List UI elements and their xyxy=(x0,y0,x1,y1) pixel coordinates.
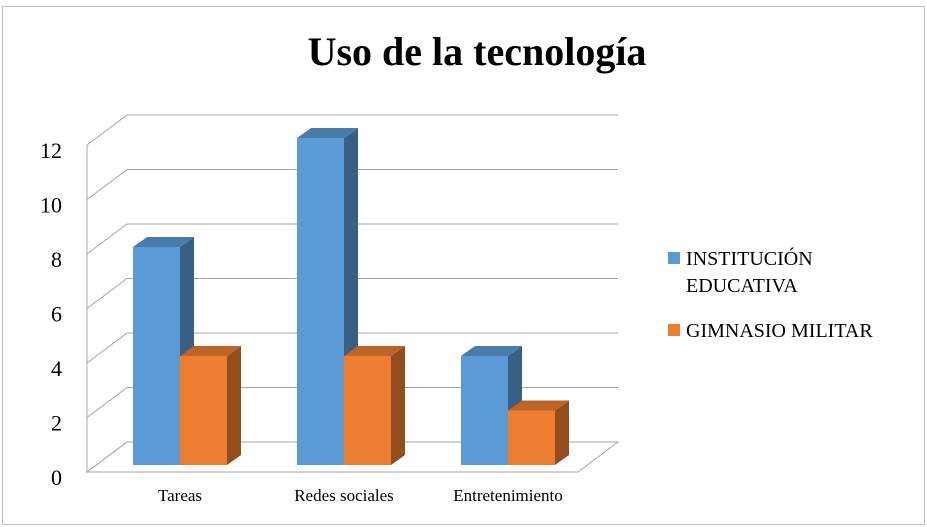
bar-face xyxy=(555,400,569,465)
grid-line xyxy=(86,441,618,473)
bar-face xyxy=(133,247,180,465)
bar xyxy=(297,128,358,465)
bar-face xyxy=(297,128,358,138)
y-tick-label: 2 xyxy=(51,411,62,436)
bar-face xyxy=(508,410,555,465)
bar-face xyxy=(180,346,241,356)
bar-face xyxy=(133,237,194,247)
y-tick-label: 12 xyxy=(40,138,62,163)
bar-face xyxy=(297,138,344,465)
legend-swatch xyxy=(668,324,680,336)
bar-face xyxy=(391,346,405,465)
y-tick-label: 8 xyxy=(51,247,62,272)
bar-face xyxy=(227,346,241,465)
grid-line xyxy=(86,387,618,418)
grid-line xyxy=(86,332,618,364)
bar xyxy=(180,346,241,465)
bar-face xyxy=(344,356,391,465)
legend-label: INSTITUCIÓN EDUCATIVA xyxy=(686,248,813,297)
grid-line xyxy=(86,114,618,146)
grid-line xyxy=(86,278,618,309)
legend-swatch xyxy=(668,252,680,264)
bar-face xyxy=(461,346,522,356)
bar-face xyxy=(344,346,405,356)
y-tick-label: 6 xyxy=(51,302,62,327)
grid-line xyxy=(86,223,618,255)
x-tick-label: Entretenimiento xyxy=(453,486,563,505)
y-tick-label: 10 xyxy=(40,193,62,218)
x-tick-label: Redes sociales xyxy=(294,486,394,505)
y-tick-label: 0 xyxy=(51,465,62,490)
y-tick-label: 4 xyxy=(51,356,62,381)
x-tick-label: Tareas xyxy=(158,486,202,505)
bar xyxy=(344,346,405,465)
bar-face xyxy=(508,400,569,411)
chart-title: Uso de la tecnología xyxy=(308,29,647,74)
legend-label: GIMNASIO MILITAR xyxy=(686,320,873,342)
bar-face xyxy=(461,356,508,465)
bar-face xyxy=(180,356,227,465)
bar xyxy=(508,400,569,465)
grid-line xyxy=(86,169,618,200)
